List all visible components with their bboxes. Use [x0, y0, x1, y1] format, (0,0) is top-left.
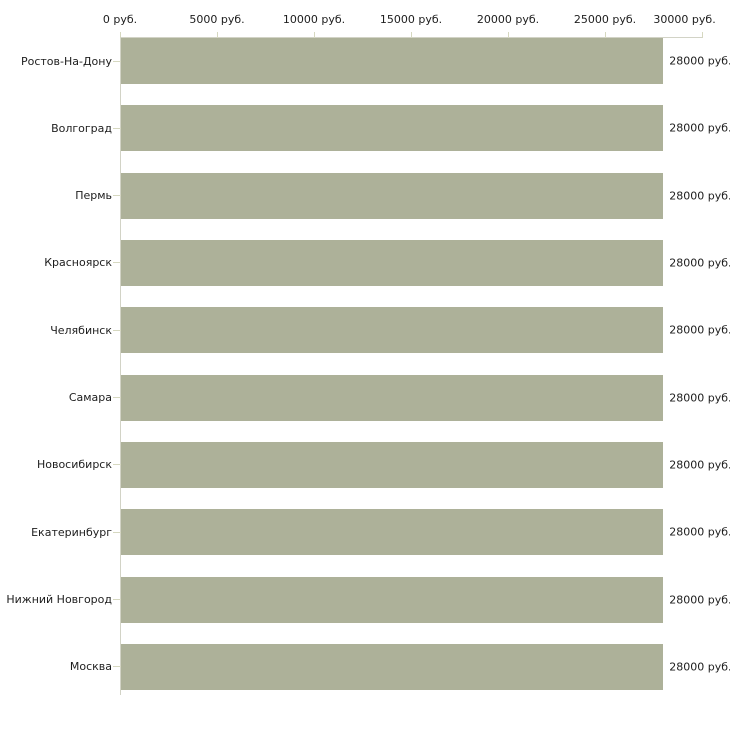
bar[interactable]: 28000 руб.: [121, 307, 730, 354]
bar-track: 28000 руб.: [121, 239, 730, 286]
bar-row: Москва 28000 руб.: [0, 643, 730, 690]
y-axis-tick-mark: [113, 464, 121, 466]
x-axis-tick-label: 25000 руб.: [573, 13, 637, 26]
x-axis-tick-label: 0 руб.: [102, 13, 138, 26]
value-label: 28000 руб.: [669, 391, 730, 405]
bar-row: Челябинск 28000 руб.: [0, 307, 730, 354]
bar-rows: Ростов-На-Дону 28000 руб. Волгоград 2800…: [0, 38, 730, 690]
bar-track: 28000 руб.: [121, 576, 730, 623]
value-label: 28000 руб.: [669, 256, 730, 270]
bar[interactable]: 28000 руб.: [121, 643, 730, 690]
y-axis-tick-mark: [113, 666, 121, 668]
y-axis-tick-mark: [113, 195, 121, 197]
bar-track: 28000 руб.: [121, 307, 730, 354]
category-label: Новосибирск: [36, 458, 112, 472]
category-label: Волгоград: [51, 121, 112, 135]
bar[interactable]: 28000 руб.: [121, 576, 730, 623]
bar-row: Екатеринбург 28000 руб.: [0, 509, 730, 556]
bar-row: Пермь 28000 руб.: [0, 172, 730, 219]
bar[interactable]: 28000 руб.: [121, 105, 730, 152]
value-label: 28000 руб.: [669, 121, 730, 135]
y-axis-tick-mark: [113, 599, 121, 601]
bar-track: 28000 руб.: [121, 172, 730, 219]
bar[interactable]: 28000 руб.: [121, 172, 730, 219]
category-label: Красноярск: [44, 256, 112, 270]
y-axis-tick-mark: [113, 60, 121, 62]
value-label: 28000 руб.: [669, 593, 730, 607]
bar-row: Ростов-На-Дону 28000 руб.: [0, 38, 730, 84]
x-axis-tick-label: 15000 руб.: [379, 13, 443, 26]
bar-row: Новосибирск 28000 руб.: [0, 441, 730, 488]
value-label: 28000 руб.: [669, 54, 730, 68]
category-label: Нижний Новгород: [6, 593, 112, 607]
x-axis-tick-mark: [313, 32, 315, 38]
x-axis-tick-label: 5000 руб.: [189, 13, 245, 26]
y-axis-tick-mark: [113, 397, 121, 399]
x-axis-tick-label: 30000 руб.: [653, 13, 716, 26]
y-axis-tick-mark: [113, 262, 121, 264]
value-label: 28000 руб.: [669, 525, 730, 539]
x-axis-tick-mark: [604, 32, 606, 38]
bar-track: 28000 руб.: [121, 643, 730, 690]
bar-row: Красноярск 28000 руб.: [0, 239, 730, 286]
category-label: Ростов-На-Дону: [20, 54, 112, 68]
x-axis-line: [120, 32, 703, 38]
bar-track: 28000 руб.: [121, 441, 730, 488]
category-label: Челябинск: [50, 323, 112, 337]
category-label: Екатеринбург: [31, 525, 112, 539]
bar-track: 28000 руб.: [121, 374, 730, 421]
y-axis-tick-mark: [113, 329, 121, 331]
bar[interactable]: 28000 руб.: [121, 374, 730, 421]
value-label: 28000 руб.: [669, 660, 730, 674]
y-axis-tick-mark: [113, 531, 121, 533]
y-axis-line: [120, 37, 121, 695]
x-axis-tick-mark: [217, 32, 218, 38]
x-axis-tick-mark: [702, 32, 703, 38]
category-label: Москва: [69, 660, 112, 674]
x-axis-tick-mark: [508, 32, 509, 38]
x-axis-tick-mark: [411, 32, 412, 38]
bar[interactable]: 28000 руб.: [121, 509, 730, 556]
value-label: 28000 руб.: [669, 323, 730, 337]
y-axis-tick-mark: [113, 127, 121, 129]
x-axis-tick-label: 10000 руб.: [282, 13, 346, 26]
bar-row: Самара 28000 руб.: [0, 374, 730, 421]
bar-track: 28000 руб.: [121, 509, 730, 556]
x-axis-tick-labels: 0 руб. 5000 руб. 10000 руб. 15000 руб. 2…: [103, 13, 716, 27]
bar-track: 28000 руб.: [121, 38, 730, 84]
value-label: 28000 руб.: [669, 458, 730, 472]
value-label: 28000 руб.: [669, 189, 730, 203]
bar-track: 28000 руб.: [121, 105, 730, 152]
bar[interactable]: 28000 руб.: [121, 38, 730, 84]
bar[interactable]: 28000 руб.: [121, 441, 730, 488]
bar-row: Нижний Новгород 28000 руб.: [0, 576, 730, 623]
category-label: Самара: [68, 391, 112, 405]
bar[interactable]: 28000 руб.: [121, 239, 730, 286]
bar-row: Волгоград 28000 руб.: [0, 105, 730, 152]
x-axis-tick-mark: [120, 32, 121, 38]
x-axis-tick-label: 20000 руб.: [476, 13, 540, 26]
category-label: Пермь: [75, 189, 112, 203]
